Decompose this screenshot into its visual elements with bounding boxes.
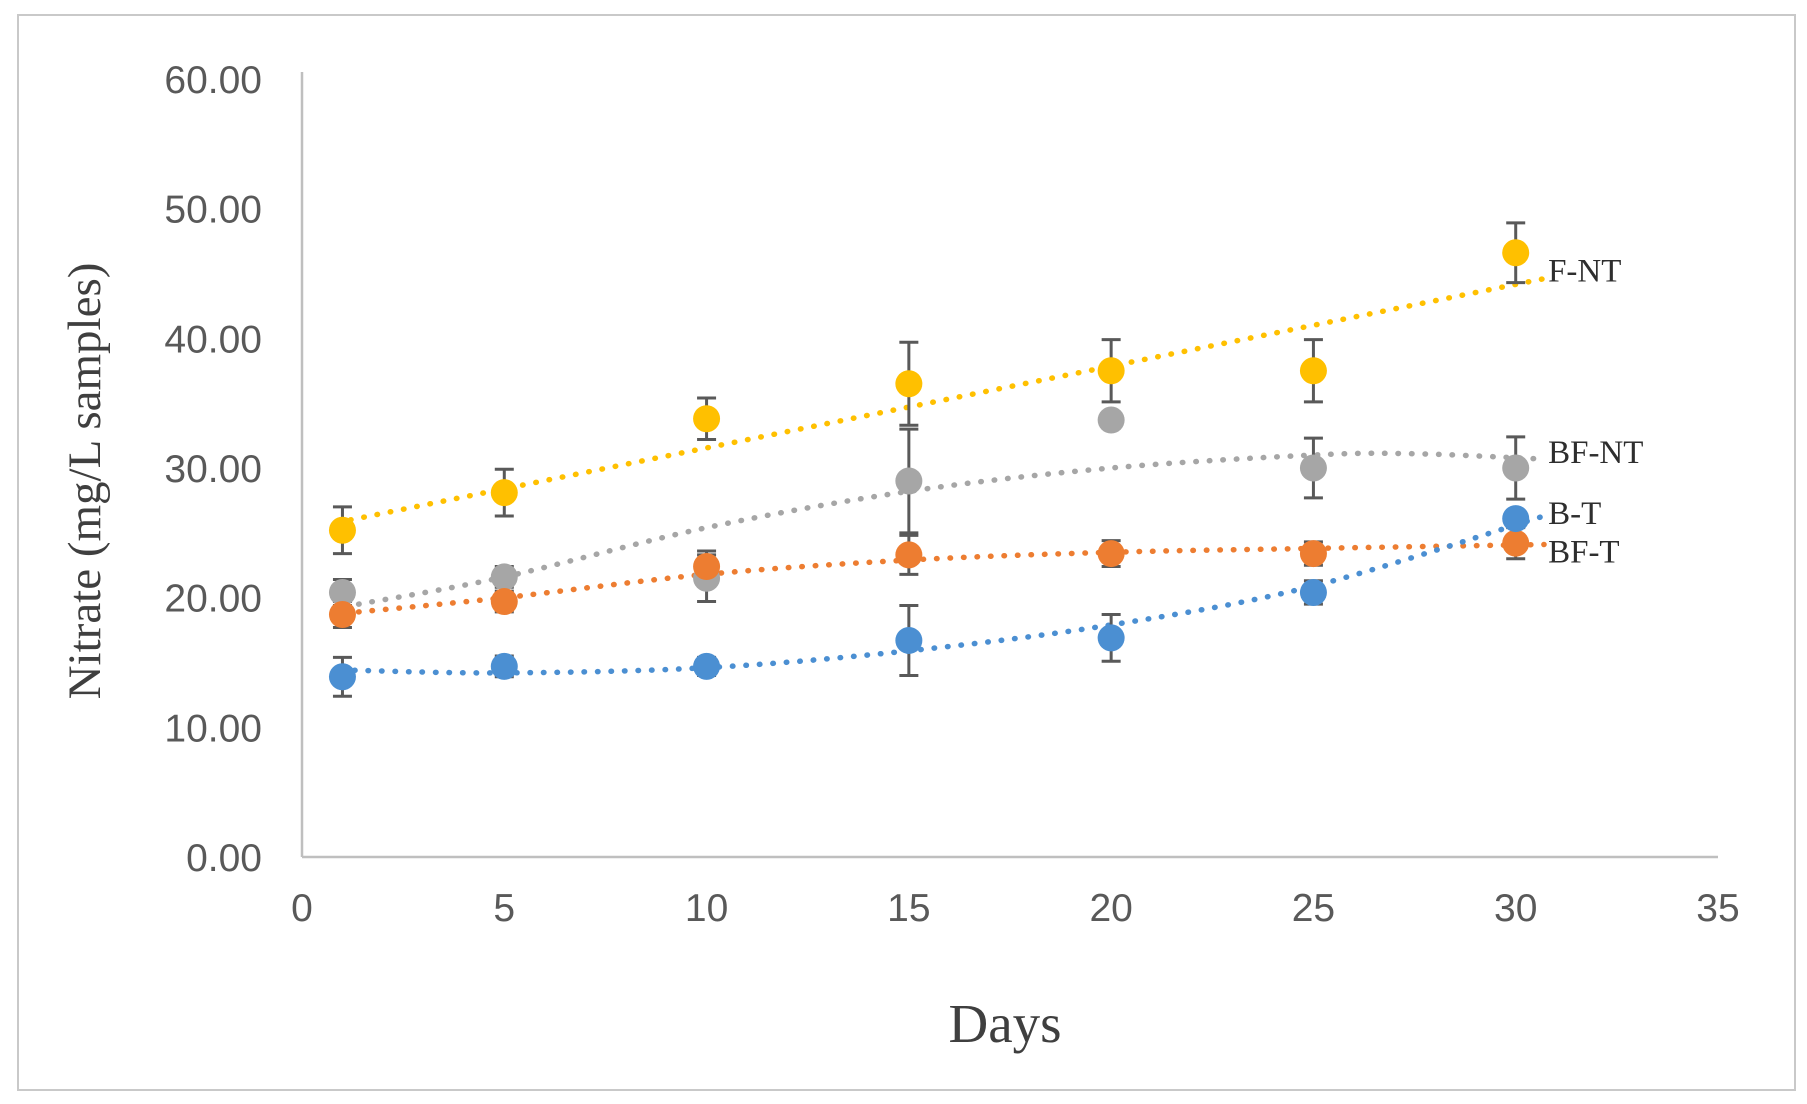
bf-t-point [895, 541, 923, 569]
y-tick-label: 50.00 [164, 189, 262, 232]
y-axis-title: Nitrate (mg/L samples) [59, 263, 111, 700]
b-t-point [693, 652, 721, 680]
b-t-point [490, 652, 518, 680]
x-axis-title: Days [948, 993, 1061, 1054]
f-nt-trendline [347, 275, 1547, 523]
bf-nt-trendline [355, 450, 1543, 607]
bf-nt-point [1299, 454, 1327, 482]
x-tick-label: 20 [1089, 887, 1132, 930]
f-nt-point [490, 479, 518, 507]
bf-t-trendline [355, 541, 1547, 615]
y-tick-label: 30.00 [164, 448, 262, 491]
x-tick-label: 30 [1494, 887, 1537, 930]
x-tick-label: 35 [1696, 887, 1739, 930]
bf-nt-point [490, 563, 518, 591]
bf-nt-point [1502, 454, 1530, 482]
b-t-point [1097, 624, 1125, 652]
b-t-series-label: B-T [1548, 496, 1601, 532]
bf-nt-series-label: BF-NT [1548, 435, 1643, 471]
f-nt-point [895, 370, 923, 398]
f-nt-point [1097, 357, 1125, 385]
x-tick-label: 25 [1292, 887, 1335, 930]
bf-t-point [328, 601, 356, 629]
bf-nt-point [328, 578, 356, 606]
x-tick-label: 10 [685, 887, 728, 930]
bf-t-point [1502, 529, 1530, 557]
y-tick-label: 60.00 [164, 59, 262, 102]
bf-t-point [1299, 540, 1327, 568]
bf-t-point [693, 553, 721, 581]
bf-t-series-label: BF-T [1548, 535, 1620, 571]
y-tick-label: 0.00 [186, 837, 262, 880]
bf-t-point [1097, 540, 1125, 568]
x-tick-label: 5 [493, 887, 515, 930]
f-nt-point [328, 516, 356, 544]
f-nt-point [693, 405, 721, 433]
bf-nt-point [1097, 406, 1125, 434]
bf-t-point [490, 588, 518, 616]
b-t-point [1502, 505, 1530, 533]
b-t-point [1299, 578, 1327, 606]
y-tick-label: 40.00 [164, 318, 262, 361]
b-t-point [328, 663, 356, 691]
y-tick-label: 20.00 [164, 578, 262, 621]
x-tick-label: 0 [291, 887, 313, 930]
f-nt-point [1502, 239, 1530, 267]
y-tick-label: 10.00 [164, 707, 262, 750]
f-nt-series-label: F-NT [1548, 253, 1621, 289]
bf-nt-point [895, 467, 923, 495]
b-t-point [895, 626, 923, 654]
x-tick-label: 15 [887, 887, 930, 930]
f-nt-point [1299, 357, 1327, 385]
